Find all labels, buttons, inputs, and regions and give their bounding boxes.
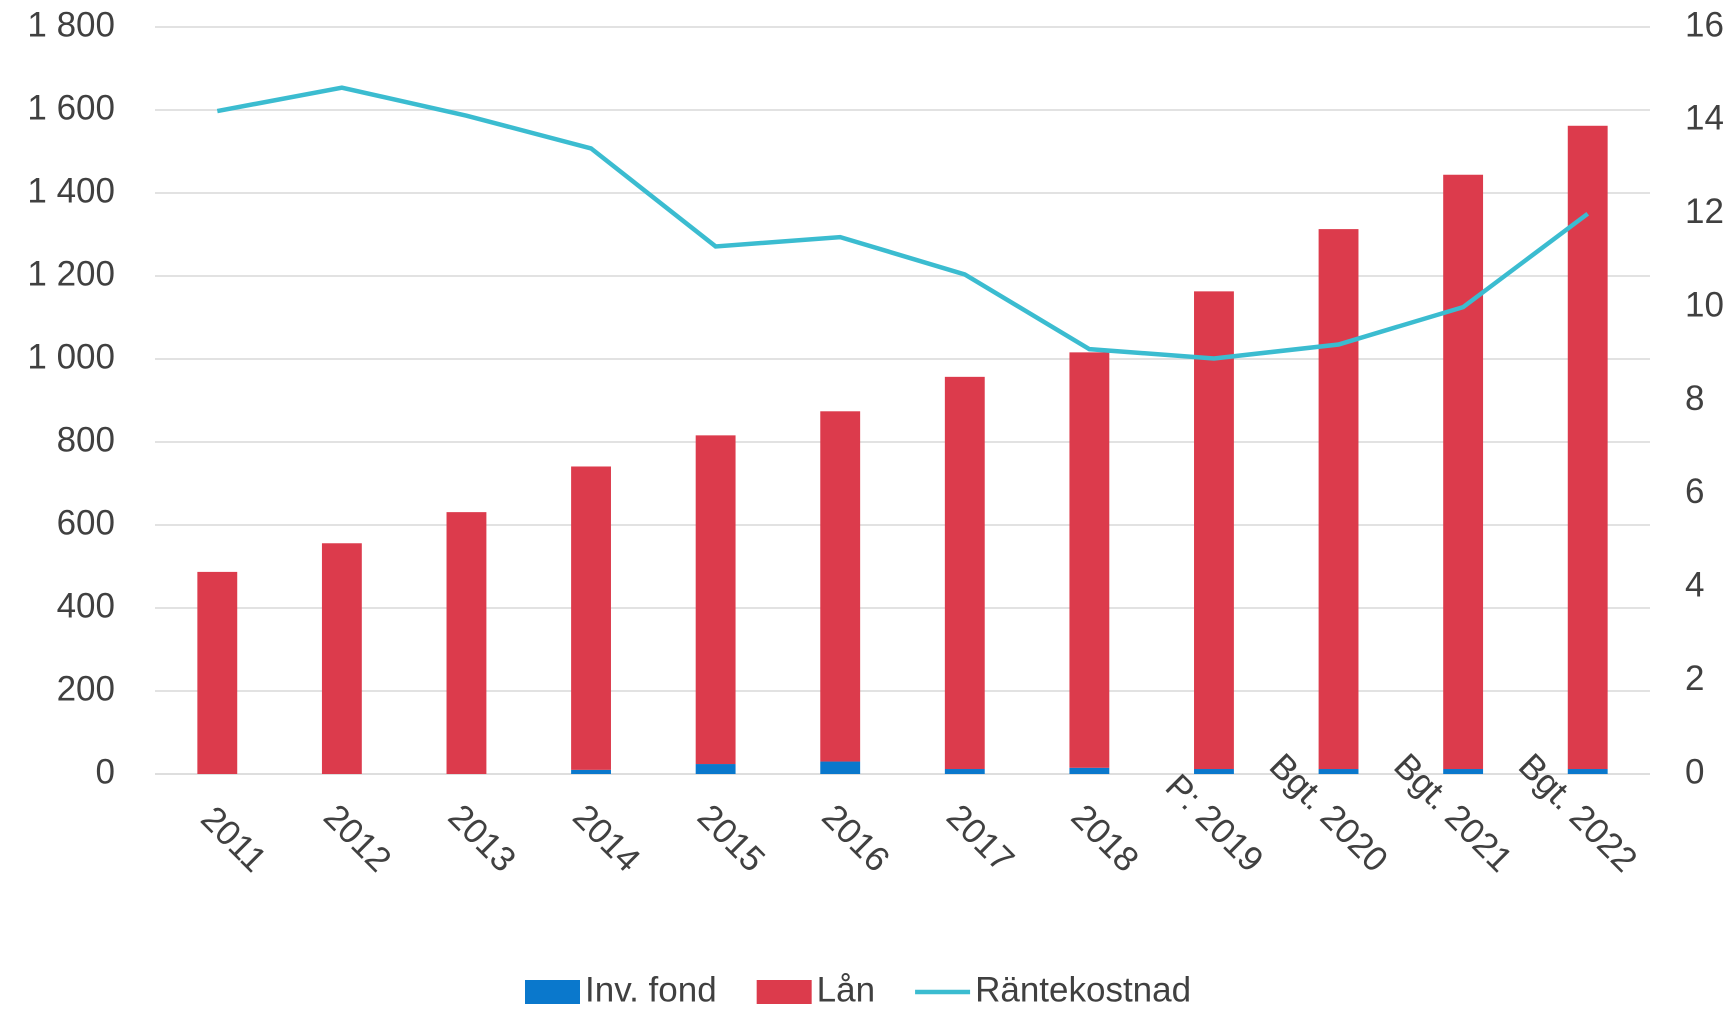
bar-segment	[571, 466, 611, 770]
x-tick-label: 2018	[1064, 797, 1147, 880]
y2-tick-label: 2	[1685, 659, 1704, 698]
bar-segment	[695, 435, 736, 765]
bar-segment	[1069, 352, 1110, 768]
y2-tick-label: 0	[1685, 752, 1704, 791]
legend-label: Räntekostnad	[975, 970, 1191, 1009]
x-tick-label: 2017	[939, 797, 1022, 880]
bar-segment	[1567, 125, 1608, 770]
bar-segment	[197, 571, 238, 774]
y2-tick-label: 10	[1685, 285, 1724, 324]
legend-label: Lån	[817, 970, 875, 1009]
bar-segment	[1194, 291, 1234, 770]
x-tick-label: P: 2019	[1158, 767, 1271, 880]
bar-segment	[695, 764, 736, 774]
y-tick-label: 1 800	[27, 5, 115, 44]
bar-segment	[1194, 769, 1234, 774]
bar-segment	[820, 761, 861, 774]
bar-segment	[321, 543, 362, 774]
legend-swatch	[525, 980, 580, 1004]
x-tick-label: 2012	[316, 797, 399, 880]
bar-segment	[820, 411, 861, 762]
line	[216, 85, 1590, 361]
y-tick-label: 1 400	[27, 171, 115, 210]
legend-swatch	[756, 980, 812, 1004]
y-tick-label: 400	[57, 586, 115, 625]
y-tick-label: 800	[57, 420, 115, 459]
y2-tick-label: 4	[1685, 566, 1704, 605]
y-tick-label: 200	[57, 669, 115, 708]
bar-segment	[944, 376, 985, 770]
y-tick-label: 1 600	[27, 88, 115, 127]
bar-segment	[446, 512, 487, 774]
y2-tick-label: 8	[1685, 379, 1704, 418]
y2-tick-label: 12	[1685, 192, 1724, 231]
bar-segment	[944, 769, 985, 774]
bar-segment	[1443, 174, 1484, 770]
y-tick-label: 1 000	[27, 337, 115, 376]
y-tick-label: 600	[57, 503, 115, 542]
bar-segment	[1443, 769, 1484, 774]
y-tick-label: 1 200	[27, 254, 115, 293]
y2-tick-label: 14	[1685, 99, 1724, 138]
x-tick-label: 2014	[565, 797, 648, 880]
y-tick-label: 0	[96, 752, 115, 791]
bar-segment	[571, 769, 611, 774]
x-tick-label: 2011	[193, 799, 274, 880]
x-tick-label: 2016	[814, 797, 897, 880]
x-tick-label: 2013	[441, 797, 524, 880]
y2-tick-label: 16	[1685, 5, 1724, 44]
bar-segment	[1069, 767, 1110, 774]
x-tick-label: 2015	[690, 797, 773, 880]
bar-segment	[1318, 229, 1359, 770]
y2-tick-label: 6	[1685, 472, 1704, 511]
bar-segment	[1567, 769, 1608, 774]
legend-label: Inv. fond	[585, 970, 717, 1009]
bar-segment	[1318, 769, 1359, 774]
